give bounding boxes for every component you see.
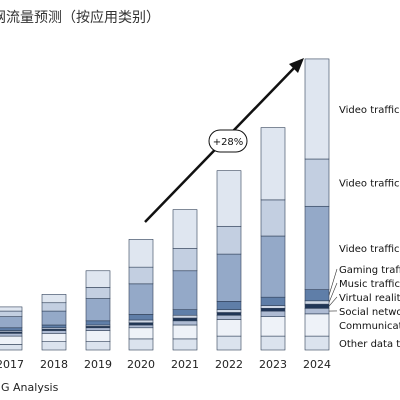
bar-segment-2017-series-0 [0, 344, 23, 351]
bar-segment-2023-series-7 [260, 199, 286, 237]
bar-segment-2024-series-5 [304, 289, 330, 302]
bar-segment-2017-series-6 [0, 316, 23, 329]
bar-segment-2023-series-5 [260, 296, 286, 306]
bar-segment-2019-series-1 [85, 330, 111, 342]
legend: Other data tr Communicati Social networ Vir… [328, 105, 400, 350]
bar-segment-2021-series-2 [172, 320, 198, 326]
bar-segment-2019-series-8 [85, 270, 111, 288]
legend-label-series-8: Video traffic - [339, 105, 400, 116]
bar-segment-2018-series-0 [41, 341, 67, 351]
bar-segment-2018-series-8 [41, 294, 67, 304]
legend-label-series-3: Virtual reality [339, 293, 400, 304]
bar-segment-2022-series-5 [216, 301, 242, 310]
bar-segment-2017-series-5 [0, 327, 23, 331]
x-tick-label-2023: 2023 [259, 358, 287, 371]
chart-title: 网流量预测（按应用类别） [0, 9, 160, 26]
bar-segment-2022-series-1 [216, 319, 242, 337]
bar-segment-2018-series-5 [41, 324, 67, 329]
bar-segment-2022-series-3 [216, 312, 242, 316]
bar-segment-2020-series-6 [128, 283, 154, 315]
x-tick-label-2018: 2018 [40, 358, 68, 371]
bar-segment-2017-series-7 [0, 310, 23, 317]
bar-segment-2023-series-4 [260, 305, 286, 309]
x-tick-label-2024: 2024 [303, 358, 331, 371]
source-note: …G Analysis [0, 381, 59, 394]
bar-segment-2021-series-3 [172, 317, 198, 322]
bar-segment-2021-series-7 [172, 248, 198, 272]
bar-segment-2020-series-0 [128, 338, 154, 351]
bar-segment-2019-series-2 [85, 327, 111, 331]
legend-label-series-5: Gaming traffi [339, 265, 400, 276]
bar-segment-2020-series-4 [128, 319, 154, 324]
x-axis-tick-labels: 2017 2018 2019 2020 2021 2022 2023 2024 [0, 358, 331, 371]
bar-segment-2021-series-8 [172, 209, 198, 249]
bar-segment-2023-series-1 [260, 316, 286, 337]
bar-segment-2021-series-1 [172, 324, 198, 340]
bar-segment-2021-series-5 [172, 309, 198, 316]
bar-segment-2024-series-2 [304, 307, 330, 315]
x-tick-label-2022: 2022 [215, 358, 243, 371]
bar-segment-2017-series-1 [0, 335, 23, 345]
bar-segment-2023-series-8 [260, 127, 286, 201]
bar-segment-2018-series-6 [41, 310, 67, 326]
bar-segment-2020-series-3 [128, 322, 154, 326]
x-tick-label-2021: 2021 [171, 358, 199, 371]
bar-segment-2024-series-3 [304, 303, 330, 309]
bar-segment-2023-series-3 [260, 307, 286, 312]
growth-annotation-text: +28% [213, 137, 244, 148]
bar-segment-2022-series-7 [216, 225, 242, 255]
legend-label-series-4: Music traffic [339, 279, 400, 290]
legend-label-series-6: Video traffic - [339, 244, 400, 255]
growth-arrowhead [289, 58, 304, 73]
bar-segment-2019-series-7 [85, 287, 111, 299]
bar-segment-2018-series-2 [41, 330, 67, 334]
bar-segment-2022-series-6 [216, 253, 242, 302]
x-tick-label-2020: 2020 [127, 358, 155, 371]
bar-segment-2020-series-7 [128, 266, 154, 285]
bar-segment-2024-series-6 [304, 205, 330, 290]
bar-segment-2024-series-7 [304, 158, 330, 207]
x-tick-label-2017: 2017 [0, 358, 24, 371]
bar-segment-2020-series-2 [128, 324, 154, 329]
legend-label-series-2: Social networ [339, 307, 400, 318]
bar-segment-2023-series-0 [260, 335, 286, 351]
bar-segment-2022-series-8 [216, 170, 242, 227]
legend-label-series-7: Video traffic - [339, 179, 400, 190]
bar-segment-2019-series-6 [85, 298, 111, 322]
bar-segment-2019-series-0 [85, 341, 111, 351]
bar-segment-2017-series-2 [0, 333, 23, 337]
bar-segment-2024-series-4 [304, 300, 330, 305]
legend-label-series-1: Communicati [339, 321, 400, 332]
growth-annotation-badge: +28% [208, 129, 248, 153]
legend-label-series-0: Other data tr [339, 339, 400, 350]
bar-segment-2022-series-0 [216, 335, 242, 351]
bar-segment-2024-series-1 [304, 313, 330, 337]
bar-segment-2021-series-0 [172, 338, 198, 351]
bar-segment-2019-series-5 [85, 320, 111, 326]
bar-segment-2020-series-1 [128, 327, 154, 340]
bar-segment-2024-series-8 [304, 58, 330, 160]
legend-connector-series-5 [328, 268, 338, 296]
bar-segment-2023-series-2 [260, 310, 286, 317]
bar-segment-2018-series-1 [41, 333, 67, 342]
bar-segment-2022-series-2 [216, 314, 242, 320]
bar-segment-2021-series-6 [172, 270, 198, 310]
bar-segment-2018-series-7 [41, 302, 67, 312]
bar-segment-2024-series-0 [304, 335, 330, 351]
bar-segment-2017-series-8 [0, 306, 23, 312]
bar-segment-2023-series-6 [260, 235, 286, 298]
legend-connector-series-4 [328, 282, 338, 303]
bars-group [0, 58, 330, 351]
bar-segment-2021-series-4 [172, 314, 198, 319]
bar-segment-2022-series-4 [216, 309, 242, 313]
bar-segment-2020-series-5 [128, 314, 154, 321]
x-tick-label-2019: 2019 [84, 358, 112, 371]
bar-segment-2020-series-8 [128, 239, 154, 268]
legend-connector-series-3 [328, 296, 338, 307]
